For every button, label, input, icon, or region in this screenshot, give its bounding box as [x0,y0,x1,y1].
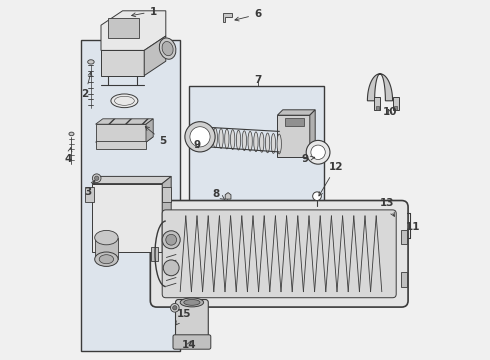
Circle shape [163,260,179,276]
Bar [95,238,118,259]
Ellipse shape [99,255,114,264]
Text: 7: 7 [254,75,261,85]
Bar [394,106,397,110]
Circle shape [171,303,179,312]
Text: 15: 15 [175,309,192,325]
Circle shape [311,145,325,159]
Text: 2: 2 [81,72,92,99]
Ellipse shape [69,132,74,136]
Circle shape [313,192,321,201]
Circle shape [185,122,215,152]
Ellipse shape [95,252,118,266]
Ellipse shape [260,132,264,152]
Polygon shape [277,115,310,157]
Text: 1: 1 [132,6,157,17]
Bar [401,230,407,244]
Ellipse shape [162,41,173,56]
Circle shape [95,176,99,180]
Text: 12: 12 [319,162,343,196]
Bar [401,272,407,287]
FancyBboxPatch shape [150,201,408,307]
Ellipse shape [207,127,212,147]
Bar [162,187,171,202]
Bar [376,106,379,110]
Text: 5: 5 [145,127,167,146]
Text: 4: 4 [65,148,73,164]
Bar [189,86,324,211]
Ellipse shape [266,133,270,153]
Polygon shape [368,74,392,101]
Circle shape [190,127,210,147]
Polygon shape [96,124,146,142]
Bar [392,97,399,110]
Ellipse shape [219,129,223,148]
Polygon shape [223,13,232,22]
Bar [151,247,158,261]
Bar [285,118,304,126]
Ellipse shape [159,38,176,59]
Polygon shape [92,176,171,184]
Ellipse shape [248,131,252,151]
Circle shape [306,140,330,164]
Ellipse shape [236,130,241,150]
Text: 9: 9 [194,140,201,150]
Polygon shape [92,184,162,252]
Ellipse shape [254,132,258,152]
Bar [85,187,94,202]
Polygon shape [162,176,171,252]
Text: 9: 9 [302,154,315,164]
Text: 3: 3 [85,180,95,197]
Ellipse shape [277,134,281,154]
Polygon shape [144,36,166,76]
Polygon shape [96,137,153,142]
Text: 14: 14 [182,340,196,350]
Text: 10: 10 [383,107,397,117]
Bar [374,97,380,110]
Text: 13: 13 [380,198,394,216]
Ellipse shape [184,300,200,305]
Polygon shape [225,193,231,199]
Bar [108,18,139,38]
Bar [81,40,180,351]
Text: 6: 6 [235,9,261,21]
Ellipse shape [201,127,206,147]
Circle shape [162,231,180,249]
Text: 8: 8 [213,189,225,199]
Circle shape [166,234,176,245]
Ellipse shape [111,94,138,108]
Circle shape [172,306,177,310]
Polygon shape [277,110,315,115]
Circle shape [92,174,101,183]
Polygon shape [101,11,166,50]
Ellipse shape [180,298,204,307]
Bar [96,141,146,149]
Ellipse shape [230,130,235,149]
Polygon shape [96,119,153,124]
Ellipse shape [88,60,94,64]
Ellipse shape [95,230,118,245]
Polygon shape [101,50,144,76]
Text: 11: 11 [406,222,421,232]
Polygon shape [310,110,315,157]
Ellipse shape [271,134,275,153]
FancyBboxPatch shape [173,335,211,349]
Ellipse shape [225,129,229,149]
Ellipse shape [242,131,246,150]
Polygon shape [146,119,153,142]
FancyBboxPatch shape [175,300,208,341]
Ellipse shape [213,128,218,148]
FancyBboxPatch shape [162,210,396,298]
